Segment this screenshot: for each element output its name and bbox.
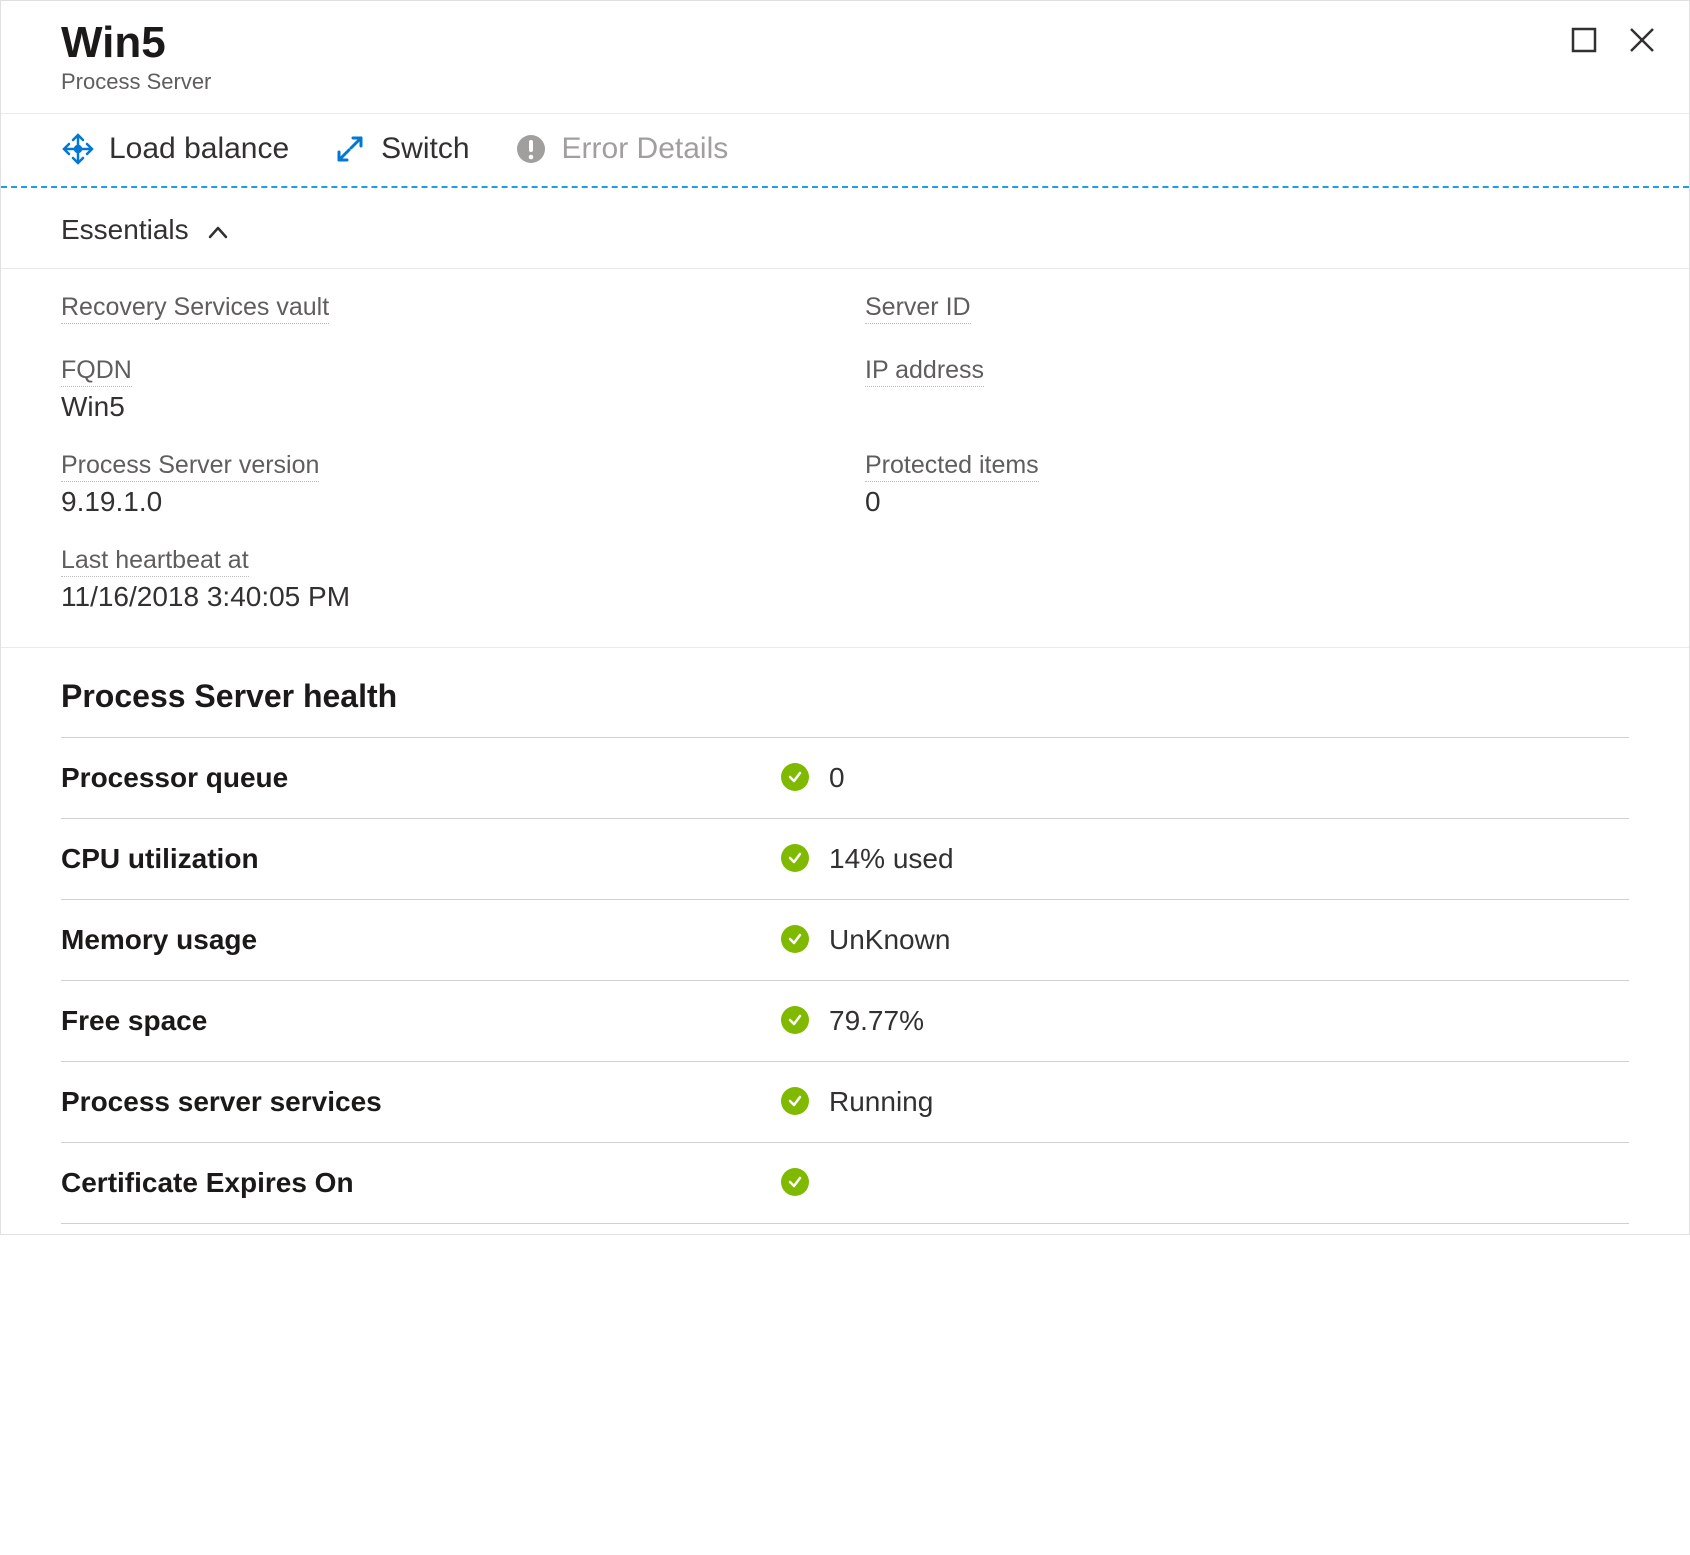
field-label: IP address: [865, 356, 984, 387]
health-metric-value: 0: [829, 762, 845, 794]
health-metric-label: CPU utilization: [61, 843, 781, 875]
error-details-label: Error Details: [562, 132, 729, 166]
maximize-icon: [1571, 27, 1597, 53]
essentials-field: Server ID: [865, 293, 1629, 328]
health-row: Processor queue 0: [61, 737, 1629, 818]
status-ok-icon: [781, 844, 811, 874]
status-ok-icon: [781, 1006, 811, 1036]
health-metric-label: Certificate Expires On: [61, 1167, 781, 1199]
close-button[interactable]: [1627, 25, 1657, 55]
health-title: Process Server health: [61, 678, 1629, 715]
field-value: 0: [865, 486, 1629, 518]
window-controls: [1569, 19, 1657, 55]
health-metric-value: 79.77%: [829, 1005, 924, 1037]
process-server-blade: Win5 Process Server: [0, 0, 1690, 1235]
essentials-label: Essentials: [61, 214, 189, 246]
blade-header: Win5 Process Server: [1, 1, 1689, 114]
load-balance-label: Load balance: [109, 132, 289, 166]
status-ok-icon: [781, 1087, 811, 1117]
essentials-field: IP address: [865, 356, 1629, 423]
field-label: Last heartbeat at: [61, 546, 249, 577]
error-details-button: Error Details: [514, 132, 729, 166]
health-metric-value: Running: [829, 1086, 933, 1118]
health-metric-value: UnKnown: [829, 924, 950, 956]
error-details-icon: [514, 132, 548, 166]
switch-label: Switch: [381, 132, 469, 166]
essentials-toggle[interactable]: Essentials: [1, 188, 1689, 269]
essentials-field: Process Server version 9.19.1.0: [61, 451, 825, 518]
close-icon: [1628, 26, 1656, 54]
field-value: Win5: [61, 391, 825, 423]
status-ok-icon: [781, 1168, 811, 1198]
health-row: Process server services Running: [61, 1061, 1629, 1142]
health-row: Memory usage UnKnown: [61, 899, 1629, 980]
health-row: Free space 79.77%: [61, 980, 1629, 1061]
field-label: Recovery Services vault: [61, 293, 329, 324]
health-metric-label: Process server services: [61, 1086, 781, 1118]
maximize-button[interactable]: [1569, 25, 1599, 55]
header-titles: Win5 Process Server: [61, 19, 211, 95]
field-value: 11/16/2018 3:40:05 PM: [61, 581, 825, 613]
switch-button[interactable]: Switch: [333, 132, 469, 166]
page-subtitle: Process Server: [61, 69, 211, 95]
field-label: Protected items: [865, 451, 1039, 482]
load-balance-button[interactable]: Load balance: [61, 132, 289, 166]
health-metric-label: Memory usage: [61, 924, 781, 956]
essentials-field: FQDN Win5: [61, 356, 825, 423]
switch-icon: [333, 132, 367, 166]
essentials-field: Protected items 0: [865, 451, 1629, 518]
page-title: Win5: [61, 19, 211, 67]
essentials-panel: Recovery Services vault Server ID FQDN W…: [1, 269, 1689, 648]
health-row: CPU utilization 14% used: [61, 818, 1629, 899]
health-metric-label: Processor queue: [61, 762, 781, 794]
essentials-field: Last heartbeat at 11/16/2018 3:40:05 PM: [61, 546, 825, 613]
command-bar: Load balance Switch: [1, 114, 1689, 188]
load-balance-icon: [61, 132, 95, 166]
essentials-field: Recovery Services vault: [61, 293, 825, 328]
field-label: FQDN: [61, 356, 132, 387]
status-ok-icon: [781, 763, 811, 793]
field-label: Server ID: [865, 293, 971, 324]
health-metric-value: 14% used: [829, 843, 954, 875]
health-metric-label: Free space: [61, 1005, 781, 1037]
field-label: Process Server version: [61, 451, 319, 482]
chevron-up-icon: [207, 219, 229, 241]
health-row: Certificate Expires On: [61, 1142, 1629, 1224]
field-value: 9.19.1.0: [61, 486, 825, 518]
status-ok-icon: [781, 925, 811, 955]
health-section: Process Server health Processor queue 0 …: [1, 648, 1689, 1234]
